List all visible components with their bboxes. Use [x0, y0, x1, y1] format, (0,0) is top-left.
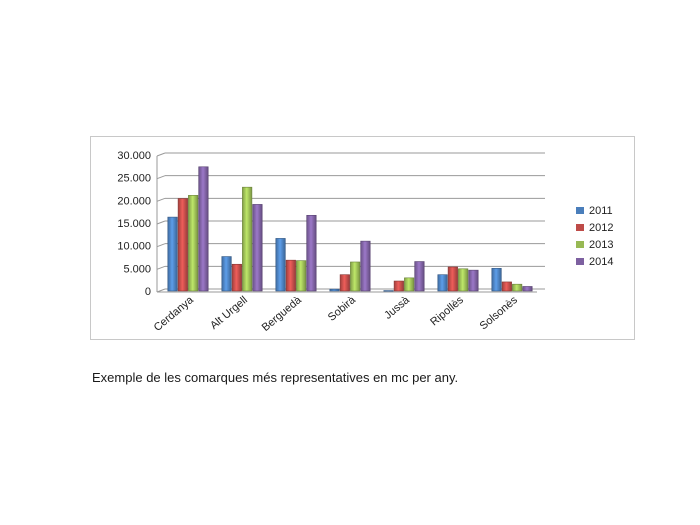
y-tick-label: 30.000	[117, 150, 151, 162]
x-category-label: Solsonès	[478, 294, 521, 333]
bar-2014-bergued-	[306, 214, 317, 292]
legend-label: 2014	[589, 256, 613, 268]
bar-2011-sobir-	[329, 288, 340, 292]
legend-swatch	[576, 207, 584, 214]
legend-label: 2011	[589, 205, 613, 217]
x-category-label: Ripollès	[428, 294, 466, 329]
bar-2011-alt-urgell	[221, 256, 232, 292]
gridline-depth	[156, 197, 166, 202]
y-tick-label: 15.000	[117, 218, 151, 230]
bar-2014-alt-urgell	[252, 204, 263, 292]
bar-2013-alt-urgell	[242, 186, 253, 292]
bar-2013-sobir-	[350, 261, 361, 292]
bar-2013-juss-	[404, 277, 415, 292]
x-category-label: Alt Urgell	[208, 294, 250, 332]
bar-2012-solson-s	[501, 281, 512, 292]
legend-swatch	[576, 224, 584, 231]
bar-chart: 0 5.000 10.000 15.000 20.000 25.000 30.000 Cerd…	[117, 150, 613, 334]
bar-2012-alt-urgell	[231, 263, 242, 292]
gridline-depth	[156, 220, 166, 225]
bar-2012-sobir-	[339, 274, 350, 292]
legend: 2011 2012 2013 2014	[576, 205, 613, 268]
bar-2011-ripoll-s	[437, 274, 448, 292]
bar-2013-cerdanya	[188, 195, 199, 292]
bar-2013-bergued-	[296, 260, 307, 292]
x-category-label: Sobirà	[326, 294, 359, 324]
gridline-depth	[156, 152, 166, 157]
bar-2014-cerdanya	[198, 166, 209, 292]
bar-2012-juss-	[393, 280, 404, 292]
bar-2014-ripoll-s	[468, 269, 479, 292]
x-category-label: Cerdanya	[152, 294, 197, 334]
legend-swatch	[576, 241, 584, 248]
bar-2011-cerdanya	[167, 216, 178, 292]
bar-2011-solson-s	[491, 268, 502, 292]
gridline-depth	[156, 265, 166, 270]
gridline-depth	[156, 243, 166, 248]
x-category-label: Jussà	[382, 294, 412, 322]
y-tick-label: 20.000	[117, 195, 151, 207]
bar-2011-bergued-	[275, 238, 286, 292]
bar-2012-bergued-	[285, 259, 296, 292]
bar-2013-ripoll-s	[458, 268, 469, 292]
bar-2014-sobir-	[360, 240, 371, 292]
legend-label: 2013	[589, 239, 613, 251]
bars	[167, 166, 533, 292]
bar-2014-juss-	[414, 261, 425, 292]
y-tick-label: 5.000	[123, 263, 151, 275]
bar-2013-solson-s	[512, 283, 523, 292]
gridline-depth	[156, 175, 166, 180]
bar-2014-solson-s	[522, 286, 533, 292]
bar-2012-cerdanya	[177, 198, 188, 292]
legend-swatch	[576, 258, 584, 265]
y-tick-label: 0	[145, 286, 151, 298]
bar-2011-juss-	[383, 290, 394, 292]
chart-frame: 0 5.000 10.000 15.000 20.000 25.000 30.000 Cerd…	[90, 136, 635, 340]
legend-label: 2012	[589, 222, 613, 234]
y-tick-label: 10.000	[117, 241, 151, 253]
y-tick-label: 25.000	[117, 173, 151, 185]
x-category-label: Berguedà	[260, 294, 305, 334]
bar-2012-ripoll-s	[447, 266, 458, 292]
chart-caption: Exemple de les comarques més representat…	[92, 370, 459, 385]
